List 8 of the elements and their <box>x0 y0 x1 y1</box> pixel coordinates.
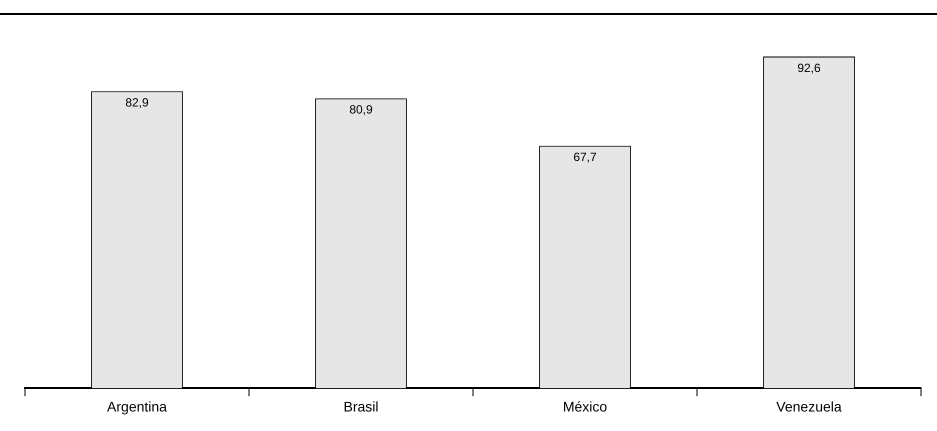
data-label: 67,7 <box>573 150 597 164</box>
data-label: 82,9 <box>125 96 149 110</box>
x-tick-label: Brasil <box>343 398 379 414</box>
data-label: 80,9 <box>349 102 373 117</box>
x-tick-label: Argentina <box>107 398 168 414</box>
x-tick-label: Venezuela <box>776 398 842 414</box>
x-tick-label: México <box>562 398 608 414</box>
data-label: 92,6 <box>797 60 821 75</box>
